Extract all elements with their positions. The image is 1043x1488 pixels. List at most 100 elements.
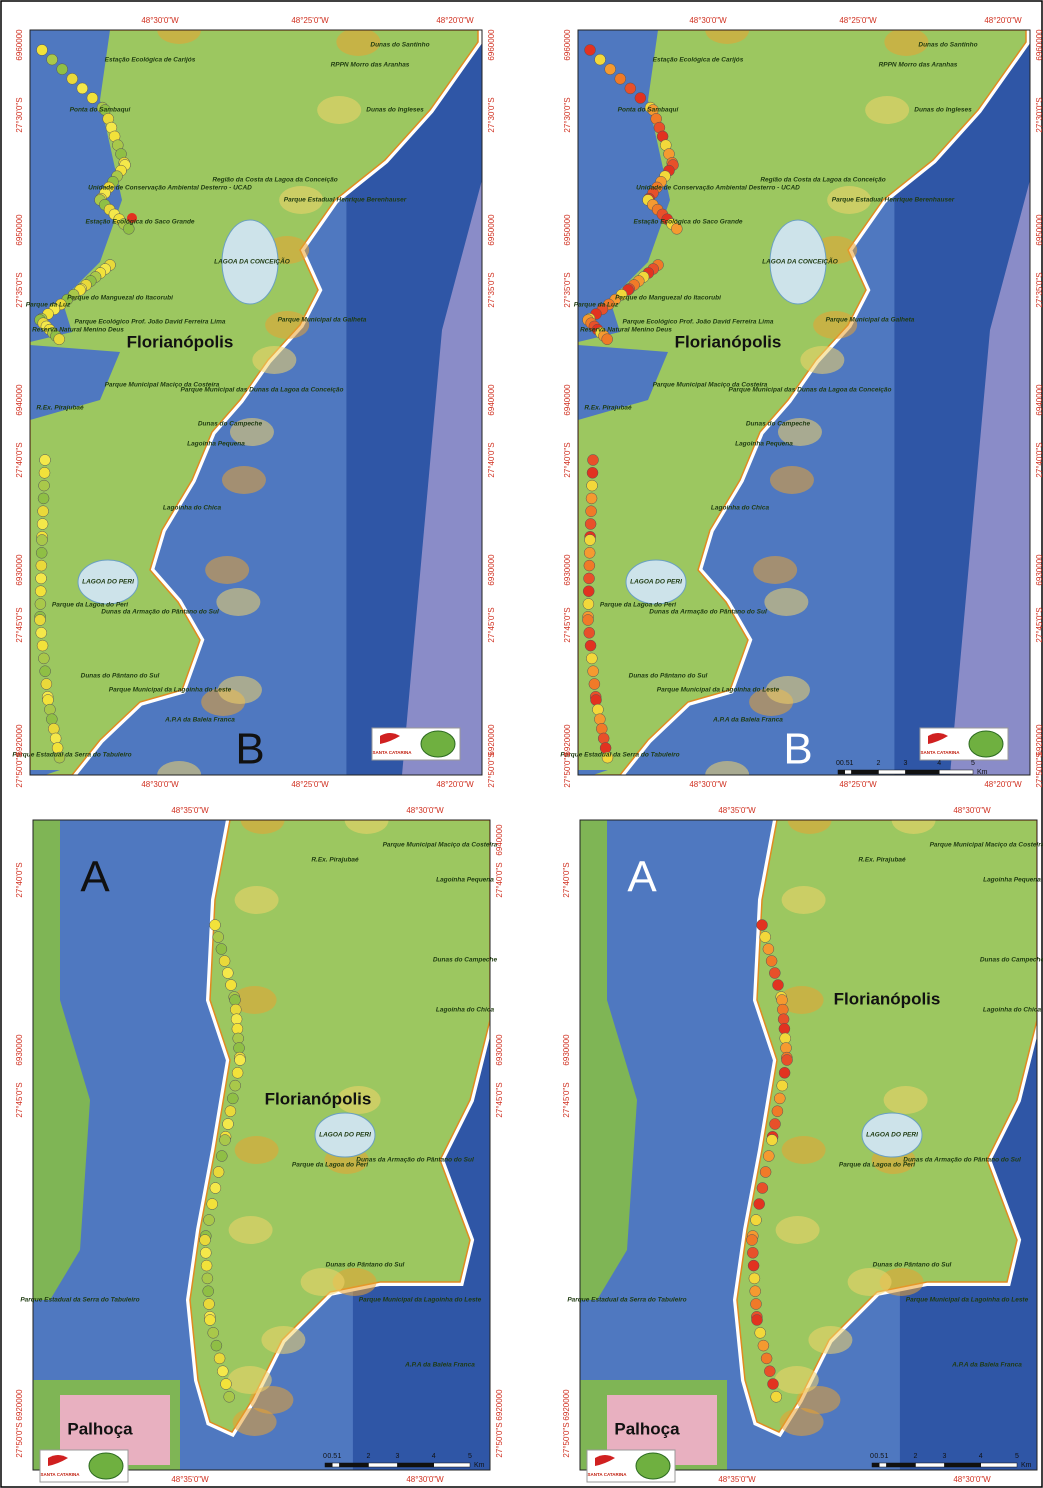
scale-tick: 5 bbox=[468, 1453, 472, 1460]
place-label: Estação Ecológica do Saco Grande bbox=[633, 219, 742, 226]
city-label: Florianópolis bbox=[127, 332, 234, 351]
terrain bbox=[808, 1326, 852, 1354]
scale-unit: Km bbox=[977, 769, 988, 776]
coast-marker bbox=[46, 714, 57, 725]
scale-tick: 0.5 bbox=[327, 1453, 337, 1460]
terrain bbox=[235, 1136, 279, 1164]
place-label: Dunas do Campeche bbox=[433, 957, 498, 964]
top-coord: 48°35'0"W bbox=[718, 806, 756, 815]
city-label: Florianópolis bbox=[675, 332, 782, 351]
city-label: Florianópolis bbox=[265, 1089, 372, 1108]
coast-marker bbox=[77, 83, 88, 94]
logo-emblem bbox=[421, 731, 455, 757]
coast-marker bbox=[764, 1366, 775, 1377]
coast-marker bbox=[202, 1273, 213, 1284]
terrain bbox=[252, 346, 296, 374]
coast-marker bbox=[585, 519, 596, 530]
coast-marker bbox=[615, 73, 626, 84]
left-coord: 27°30'0"S bbox=[563, 97, 572, 132]
coast-marker bbox=[773, 980, 784, 991]
logo-emblem bbox=[969, 731, 1003, 757]
left-coord: 27°50'0"S bbox=[563, 752, 572, 787]
coast-marker bbox=[222, 968, 233, 979]
scale-segment bbox=[916, 1463, 945, 1467]
coast-marker bbox=[37, 640, 48, 651]
coast-marker bbox=[585, 640, 596, 651]
place-label: Lagoinha Pequena bbox=[187, 441, 245, 448]
logo-text: SANTA CATARINA bbox=[40, 1472, 80, 1477]
place-label: Parque Ecológico Prof. João David Ferrei… bbox=[623, 319, 774, 326]
place-label: Dunas do Pântano do Sul bbox=[326, 1262, 405, 1269]
left-coord: 6920000 bbox=[15, 724, 24, 756]
coast-marker bbox=[44, 704, 55, 715]
terrain bbox=[865, 96, 909, 124]
left-coord: 27°40'0"S bbox=[15, 862, 24, 897]
right-coord: 6930000 bbox=[1035, 554, 1043, 586]
scale-tick: 4 bbox=[937, 760, 941, 767]
left-coord: 6930000 bbox=[562, 1034, 571, 1066]
coast-marker bbox=[594, 714, 605, 725]
scale-segment bbox=[838, 770, 845, 774]
right-coord: 27°40'0"S bbox=[487, 442, 496, 477]
bottom-coord: 48°35'0"W bbox=[171, 1475, 209, 1484]
left-coord: 27°40'0"S bbox=[562, 862, 571, 897]
left-coord: 27°30'0"S bbox=[15, 97, 24, 132]
place-label: Unidade de Conservação Ambiental Desterr… bbox=[88, 185, 252, 192]
coast-marker bbox=[226, 980, 237, 991]
bottom-coord: 48°30'0"W bbox=[689, 780, 727, 789]
coast-marker bbox=[589, 679, 600, 690]
place-label: Parque Municipal da Lagoinha do Leste bbox=[906, 1297, 1029, 1304]
place-label: LAGOA DO PERI bbox=[82, 579, 134, 586]
scale-segment bbox=[340, 1463, 369, 1467]
terrain bbox=[813, 311, 857, 339]
coast-marker bbox=[231, 1014, 242, 1025]
right-coord: 27°50'0"S bbox=[487, 752, 496, 787]
right-coord: 27°35'0"S bbox=[487, 272, 496, 307]
scale-segment bbox=[906, 770, 940, 774]
coast-marker bbox=[220, 1135, 231, 1146]
logo-text: SANTA CATARINA bbox=[372, 750, 412, 755]
coast-marker bbox=[38, 506, 49, 517]
scale-unit: Km bbox=[1021, 1462, 1032, 1469]
coast-marker bbox=[38, 493, 49, 504]
terrain bbox=[265, 311, 309, 339]
coast-marker bbox=[584, 627, 595, 638]
right-coord: 27°35'0"S bbox=[1035, 272, 1043, 307]
place-label: Parque Municipal das Dunas da Lagoa da C… bbox=[181, 387, 344, 394]
map-body bbox=[580, 806, 1037, 1470]
coast-marker bbox=[585, 535, 596, 546]
place-label: Parque Estadual da Serra do Tabuleiro bbox=[12, 752, 131, 759]
place-label: Parque da Lagoa do Peri bbox=[52, 602, 128, 609]
coast-marker bbox=[760, 932, 771, 943]
coast-marker bbox=[234, 1043, 245, 1054]
right-coord: 27°45'0"S bbox=[495, 1082, 504, 1117]
left-coord: 27°45'0"S bbox=[15, 1082, 24, 1117]
scale-tick: 3 bbox=[943, 1453, 947, 1460]
right-coord: 6930000 bbox=[487, 554, 496, 586]
right-coord: 27°40'0"S bbox=[495, 862, 504, 897]
place-label: Parque Municipal Maciço da Costeira bbox=[383, 842, 498, 849]
right-coord: 27°40'0"S bbox=[1035, 442, 1043, 477]
left-coord: 6920000 bbox=[562, 1389, 571, 1421]
scale-segment bbox=[852, 770, 879, 774]
place-label: Dunas da Armação do Pântano do Sul bbox=[356, 1157, 474, 1164]
bottom-coord: 48°20'0"W bbox=[436, 780, 474, 789]
coast-marker bbox=[35, 615, 46, 626]
coast-marker bbox=[584, 573, 595, 584]
coast-marker bbox=[586, 493, 597, 504]
place-label: R.Ex. Pirajubaé bbox=[858, 857, 906, 864]
place-label: Parque Municipal Maciço da Costeira bbox=[930, 842, 1043, 849]
place-label: Parque do Manguezal do Itacorubi bbox=[67, 295, 173, 302]
terrain bbox=[782, 1136, 826, 1164]
scale-tick: 1 bbox=[850, 760, 854, 767]
coast-marker bbox=[224, 1391, 235, 1402]
top-coord: 48°30'0"W bbox=[141, 16, 179, 25]
right-coord: 27°30'0"S bbox=[1035, 97, 1043, 132]
coast-marker bbox=[219, 956, 230, 967]
coast-marker bbox=[87, 93, 98, 104]
scale-tick: 0.5 bbox=[840, 760, 850, 767]
place-label: Parque da Luz bbox=[26, 302, 71, 309]
coast-marker bbox=[763, 944, 774, 955]
coast-marker bbox=[54, 334, 65, 345]
right-coord: 27°50'0"S bbox=[495, 1422, 504, 1457]
